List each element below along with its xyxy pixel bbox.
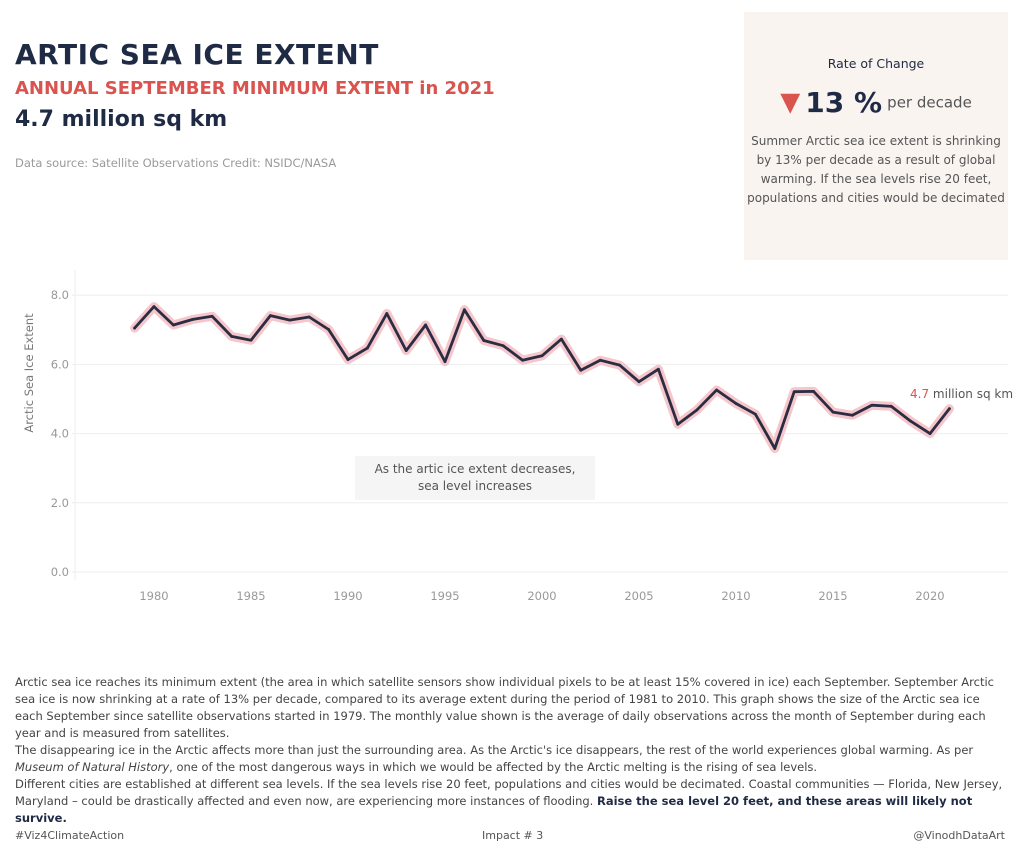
ice-extent-line-chart: 0.0 2.0 4.0 6.0 8.0 1980 1985 1990 1995 2000 2005… [22, 270, 1008, 603]
data-point [792, 390, 796, 394]
rate-value: 13 % [805, 86, 883, 119]
data-point [133, 326, 137, 330]
chart-annotation: As the artic ice extent decreases, sea l… [355, 456, 595, 500]
data-point [210, 314, 214, 318]
x-tick-label: 1995 [430, 589, 459, 603]
data-point [948, 407, 951, 411]
paragraph-2-start: The disappearing ice in the Arctic affec… [15, 743, 974, 757]
data-point [754, 412, 757, 416]
down-triangle-icon: ▼ [780, 87, 801, 118]
data-point [773, 447, 777, 450]
x-tick-label: 1985 [236, 589, 265, 603]
data-point [657, 367, 660, 371]
footer-impact: Impact # 3 [482, 829, 544, 842]
data-point [889, 404, 893, 408]
y-tick-label: 8.0 [51, 288, 69, 302]
x-tick-label: 2010 [721, 589, 750, 603]
data-point [404, 349, 408, 352]
data-point [230, 334, 234, 338]
data-point [715, 388, 718, 392]
data-point [249, 338, 253, 342]
x-tick-label: 2020 [915, 589, 944, 603]
y-axis-label: Arctic Sea Ice Extent [22, 313, 36, 433]
end-value: 4.7 [910, 387, 930, 401]
x-tick-label: 1980 [139, 589, 168, 603]
data-source: Data source: Satellite Observations Cred… [15, 156, 337, 170]
x-tick-label: 2015 [818, 589, 847, 603]
data-point [152, 305, 156, 309]
data-point [540, 354, 544, 358]
data-point [443, 360, 447, 364]
data-point [831, 410, 835, 414]
y-axis-ticks: 0.0 2.0 4.0 6.0 8.0 [51, 288, 69, 579]
data-point [346, 358, 350, 361]
data-points [133, 305, 951, 450]
end-value-label: 4.7 million sq km [910, 387, 1013, 401]
description-paragraph-1: Arctic sea ice reaches its minimum exten… [15, 675, 994, 740]
data-point [560, 337, 563, 341]
y-tick-label: 2.0 [51, 496, 69, 510]
y-tick-label: 4.0 [51, 427, 69, 441]
data-point [909, 419, 912, 423]
description-text: Arctic sea ice reaches its minimum exten… [15, 674, 1005, 827]
footer-author: @VinodhDataArt [913, 829, 1005, 842]
data-point [327, 328, 330, 331]
data-point [734, 402, 738, 405]
data-point [637, 380, 641, 384]
rate-of-change-panel: Rate of Change ▼ 13 % per decade Summer … [744, 12, 1008, 260]
rate-title: Rate of Change [827, 56, 925, 71]
data-point [307, 315, 311, 319]
data-point [851, 413, 854, 417]
x-axis-ticks: 1980 1985 1990 1995 2000 2005 2010 2015 2020 [139, 589, 944, 603]
rate-value-row: ▼ 13 % per decade [744, 86, 1008, 119]
source-citation: Museum of Natural History [15, 760, 170, 774]
rate-description: Summer Arctic sea ice extent is shrinkin… [747, 134, 1005, 205]
footer-hashtag: #Viz4ClimateAction [15, 829, 125, 842]
data-point [501, 344, 505, 348]
data-point [928, 432, 932, 435]
data-point [191, 318, 195, 321]
rate-unit: per decade [887, 93, 972, 112]
data-point [366, 346, 369, 350]
data-point [870, 403, 874, 407]
series-halo-line [130, 302, 954, 453]
data-point [172, 323, 175, 327]
data-point [424, 323, 427, 327]
description-paragraph-3: Different cities are established at diff… [15, 776, 1005, 827]
data-point [482, 339, 486, 342]
data-point [521, 358, 524, 362]
data-point [812, 389, 815, 393]
description-paragraph-2: The disappearing ice in the Arctic affec… [15, 742, 1005, 776]
data-point [288, 318, 292, 322]
data-point [598, 358, 602, 362]
page-subtitle: ANNUAL SEPTEMBER MINIMUM EXTENT in 2021 [15, 78, 495, 99]
headline-value: 4.7 million sq km [15, 107, 228, 132]
y-tick-label: 6.0 [51, 357, 69, 371]
y-tick-label: 0.0 [51, 565, 69, 579]
data-point [269, 314, 272, 318]
x-tick-label: 2005 [624, 589, 653, 603]
data-point [579, 368, 583, 372]
data-point [695, 408, 699, 412]
data-point [463, 308, 466, 312]
paragraph-3-emphasis: Raise the sea level 20 feet, and these a… [15, 794, 973, 825]
data-point [385, 312, 389, 315]
data-point [676, 422, 680, 426]
paragraph-3-start: Different cities are established at diff… [15, 777, 1003, 808]
paragraph-2-end: , one of the most dangerous ways in whic… [169, 760, 818, 774]
end-unit: million sq km [932, 387, 1014, 401]
x-tick-label: 1990 [333, 589, 362, 603]
page-title: ARTIC SEA ICE EXTENT [15, 38, 379, 71]
x-tick-label: 2000 [527, 589, 556, 603]
chart-grid [72, 270, 1008, 580]
data-point [618, 363, 621, 367]
